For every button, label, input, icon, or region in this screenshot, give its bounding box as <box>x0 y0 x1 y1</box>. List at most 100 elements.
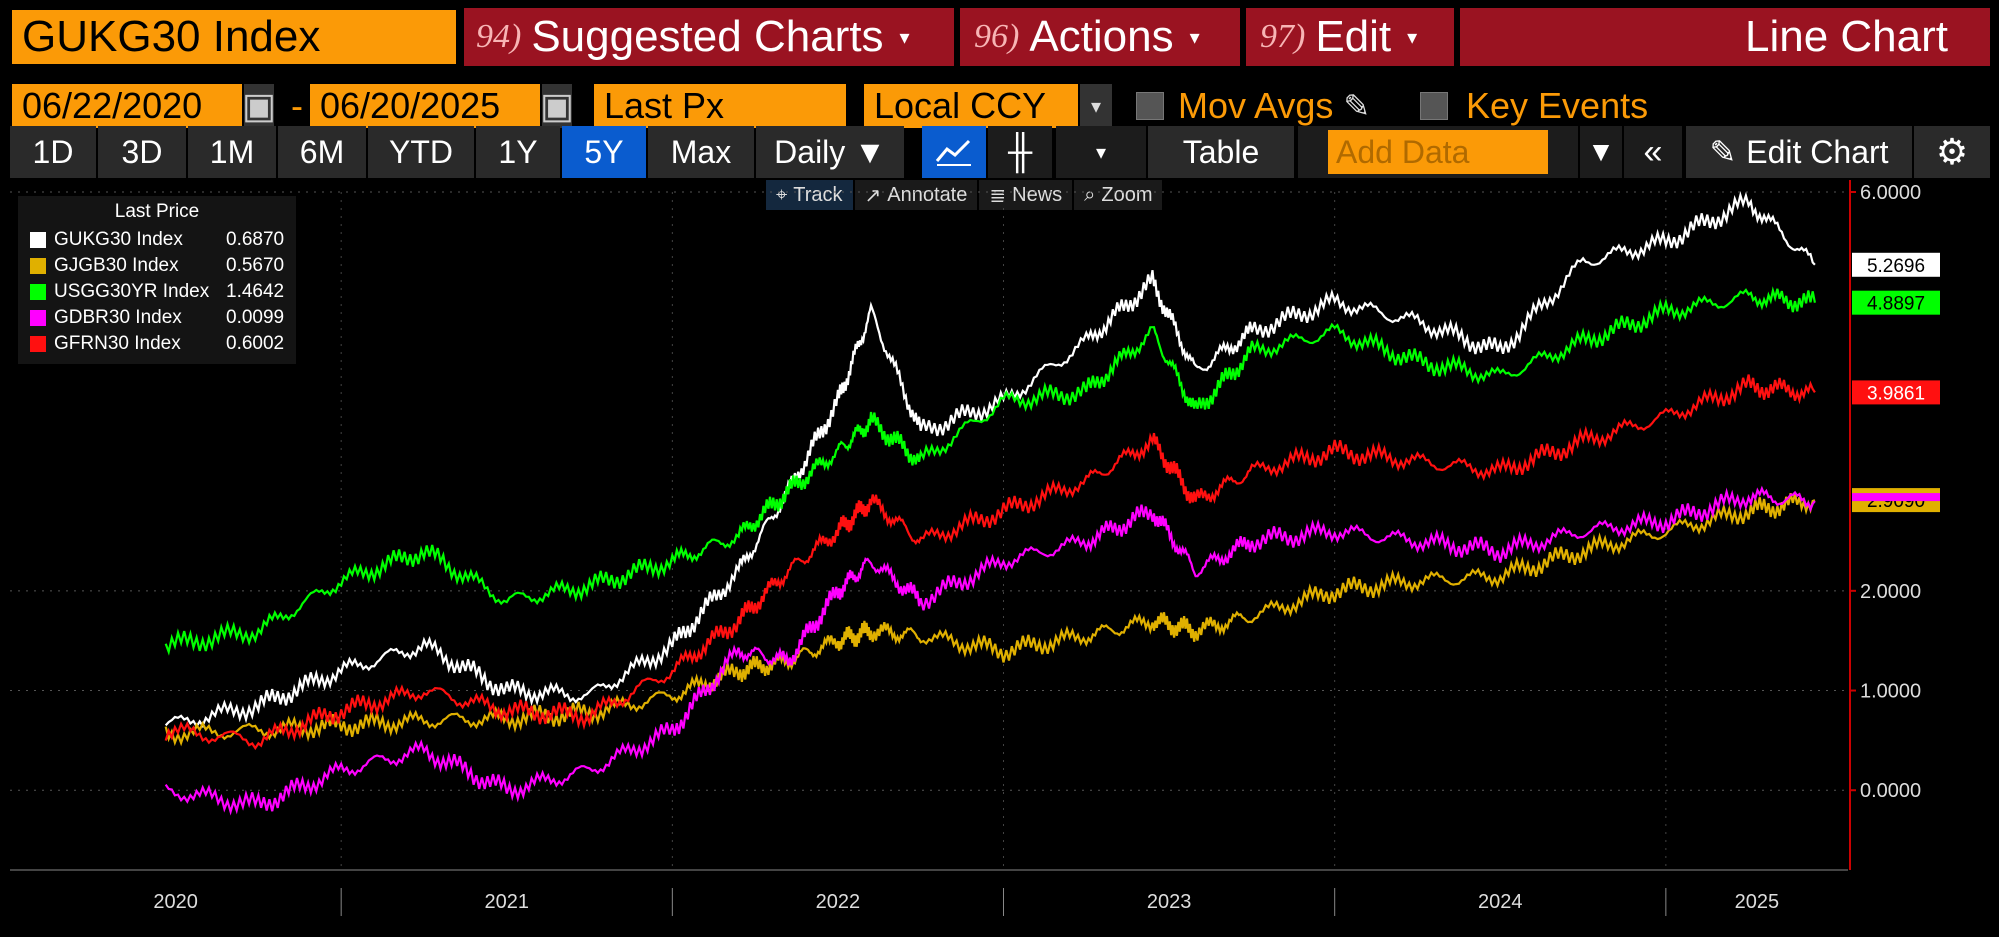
x-tick-label: 2021 <box>485 891 530 913</box>
suggested-num: 94) <box>476 18 522 55</box>
calendar-icon[interactable]: ▣ <box>242 84 277 128</box>
legend-item: GJGB30 Index 0.5670 <box>18 253 296 279</box>
range-3d[interactable]: 3D <box>98 126 186 178</box>
chevron-down-icon: ▾ <box>899 26 910 49</box>
range-6m[interactable]: 6M <box>278 126 366 178</box>
edit-num: 97) <box>1260 18 1306 55</box>
last-value-label: 4.8897 <box>1867 294 1925 315</box>
pencil-icon: ✎ <box>1343 88 1371 124</box>
annotate-icon: ↗ <box>864 184 882 207</box>
currency-dropdown-button[interactable]: ▾ <box>1080 84 1112 128</box>
series-line <box>164 190 1816 729</box>
date-dash: - <box>291 85 303 126</box>
news-icon: ≣ <box>989 184 1007 207</box>
add-data-container: Add Data <box>1298 126 1578 178</box>
actions-label: Actions <box>1029 12 1174 61</box>
legend-swatch <box>30 232 46 248</box>
table-button[interactable]: Table <box>1148 126 1294 178</box>
last-value-tag <box>1852 290 1940 315</box>
x-tick-label: 2024 <box>1478 891 1523 913</box>
last-value-tag <box>1852 380 1940 405</box>
actions-num: 96) <box>974 18 1020 55</box>
bar-chart-icon[interactable]: ╫ <box>988 126 1052 178</box>
y-tick-label: 0.0000 <box>1860 780 1921 802</box>
legend-item: GUKG30 Index 0.6870 <box>18 227 296 253</box>
legend-swatch <box>30 336 46 352</box>
legend-swatch <box>30 258 46 274</box>
end-date-field[interactable]: 06/20/2025 <box>310 84 540 128</box>
annotate-tool[interactable]: ↗ Annotate <box>854 180 978 210</box>
mov-avgs-toggle[interactable]: Mov Avgs ✎ <box>1136 84 1396 128</box>
chart-type-title: Line Chart <box>1460 8 1990 66</box>
edit-label: Edit <box>1315 12 1392 61</box>
edit-chart-label: Edit Chart <box>1746 133 1889 170</box>
legend-swatch <box>30 284 46 300</box>
last-value-label: 5.2696 <box>1867 256 1925 277</box>
periodicity-dropdown[interactable]: Daily ▼ <box>756 126 904 178</box>
line-chart[interactable]: 6.0000 2.0000 1.0000 0.0000 2020 2021 2022 2023… <box>0 180 1999 937</box>
chart-type-label: Line Chart <box>1744 12 1948 61</box>
chevron-down-icon: ▾ <box>1407 26 1418 49</box>
series-line <box>164 374 1816 751</box>
zoom-tool[interactable]: ⌕ Zoom <box>1074 180 1163 210</box>
gear-icon[interactable]: ⚙ <box>1914 126 1990 178</box>
key-events-label: Key Events <box>1466 85 1649 126</box>
news-tool[interactable]: ≣ News <box>979 180 1073 210</box>
legend-item: GDBR30 Index 0.0099 <box>18 305 296 331</box>
add-data-input[interactable]: Add Data <box>1328 130 1548 174</box>
ticker-field[interactable]: GUKG30 Index <box>12 10 456 64</box>
legend-item: GFRN30 Index 0.6002 <box>18 331 296 357</box>
x-tick-label: 2023 <box>1147 891 1192 913</box>
range-1d[interactable]: 1D <box>10 126 96 178</box>
pencil-icon: ✎ <box>1709 134 1737 170</box>
start-date-value: 06/22/2020 <box>22 85 203 126</box>
currency-selector[interactable]: Local CCY <box>864 84 1078 128</box>
y-tick-label: 2.0000 <box>1860 581 1921 603</box>
crosshair-icon: ⌖ <box>776 183 788 206</box>
range-1y[interactable]: 1Y <box>476 126 560 178</box>
zoom-icon: ⌕ <box>1084 183 1096 206</box>
line-chart-icon[interactable] <box>922 126 986 178</box>
field-selector[interactable]: Last Px <box>594 84 846 128</box>
edit-button[interactable]: 97) Edit ▾ <box>1246 8 1454 66</box>
series-line <box>164 492 1816 747</box>
mov-avgs-checkbox[interactable] <box>1136 92 1164 120</box>
chevron-down-icon: ▾ <box>1189 26 1200 49</box>
legend-header: Last Price <box>114 201 200 222</box>
y-tick-label: 6.0000 <box>1860 182 1921 204</box>
track-tool[interactable]: ⌖ Track <box>766 180 853 210</box>
start-date-field[interactable]: 06/22/2020 <box>12 84 242 128</box>
currency-value: Local CCY <box>874 85 1047 126</box>
chart-legend: Last Price GUKG30 Index 0.6870 GJGB30 Ind… <box>18 196 296 364</box>
chart-subtools: ⌖ Track ↗ Annotate ≣ News ⌕ Zoom <box>766 180 1164 210</box>
last-value-tag <box>1852 252 1940 277</box>
ticker-label: GUKG30 Index <box>22 12 321 61</box>
range-1m[interactable]: 1M <box>188 126 276 178</box>
collapse-icon[interactable]: « <box>1624 126 1682 178</box>
series-line <box>164 286 1816 656</box>
top-toolbar: GUKG30 Index 94) Suggested Charts ▾ 96) … <box>0 0 1999 70</box>
legend-swatch <box>30 310 46 326</box>
range-max[interactable]: Max <box>648 126 754 178</box>
series-line <box>164 485 1816 816</box>
x-tick-label: 2022 <box>816 891 861 913</box>
range-5y[interactable]: 5Y <box>562 126 646 178</box>
end-date-value: 06/20/2025 <box>320 85 501 126</box>
y-tick-label: 1.0000 <box>1860 681 1921 703</box>
key-events-toggle[interactable]: Key Events <box>1420 84 1680 128</box>
edit-chart-button[interactable]: ✎ Edit Chart <box>1686 126 1912 178</box>
x-tick-label: 2020 <box>153 891 198 913</box>
mov-avgs-label: Mov Avgs <box>1178 85 1334 126</box>
actions-button[interactable]: 96) Actions ▾ <box>960 8 1240 66</box>
last-value-tag <box>1852 493 1940 502</box>
field-value: Last Px <box>604 85 725 126</box>
calendar-icon[interactable]: ▣ <box>540 84 575 128</box>
filter-icon[interactable]: ▼ <box>1580 126 1622 178</box>
suggested-label: Suggested Charts <box>531 12 884 61</box>
key-events-checkbox[interactable] <box>1420 92 1448 120</box>
range-ytd[interactable]: YTD <box>368 126 474 178</box>
last-value-label: 3.9861 <box>1867 383 1925 404</box>
chart-type-dropdown[interactable]: ▾ <box>1056 126 1146 178</box>
legend-item: USGG30YR Index 1.4642 <box>18 279 296 305</box>
suggested-charts-button[interactable]: 94) Suggested Charts ▾ <box>464 8 954 66</box>
